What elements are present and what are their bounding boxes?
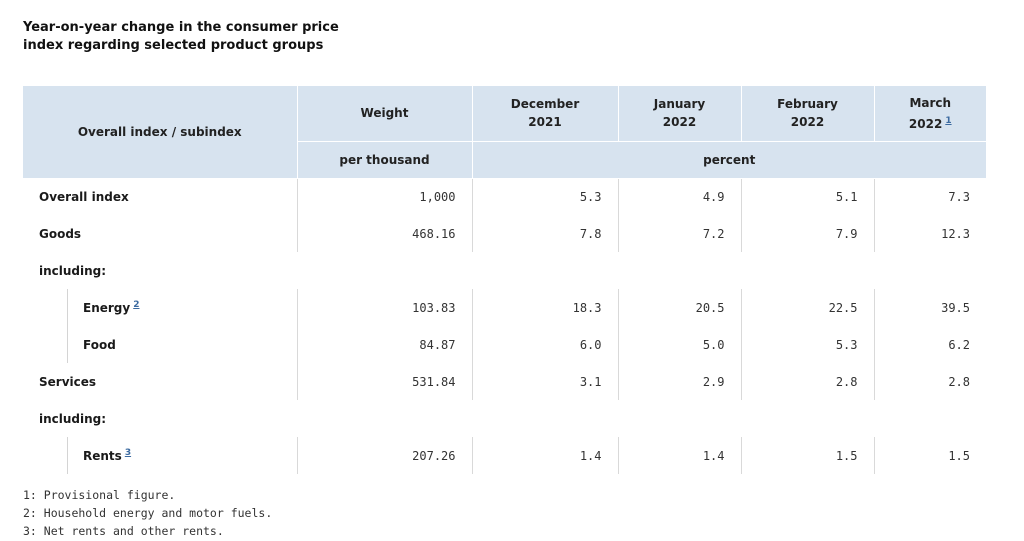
value-cell: 20.5 — [617, 289, 741, 326]
unit-percent: percent — [472, 141, 986, 179]
footnote-link[interactable]: 1 — [945, 115, 952, 126]
empty-cell — [297, 252, 986, 289]
row-label: including: — [39, 263, 107, 278]
table-title: Year-on-year change in the consumer pric… — [23, 20, 339, 53]
row-label-text: Energy — [83, 301, 131, 315]
row-label: Food — [23, 326, 297, 363]
col-header-december: December 2021 — [472, 86, 619, 142]
table-row: including: — [23, 252, 986, 289]
row-label: Services — [39, 374, 97, 389]
footnote-3: 3: Net rents and other rents. — [23, 524, 224, 538]
value-cell: 5.0 — [617, 326, 741, 363]
value-cell: 2.8 — [740, 363, 874, 400]
row-label: Rents 3 — [23, 437, 297, 474]
footnote-link[interactable]: 2 — [133, 300, 140, 310]
weight-cell: 84.87 — [296, 326, 472, 363]
value-cell: 7.3 — [873, 178, 986, 215]
value-cell: 2.9 — [617, 363, 741, 400]
month-name: February — [777, 97, 838, 112]
month-year: 2021 — [528, 115, 562, 130]
weight-cell: 531.84 — [296, 363, 472, 400]
weight-cell: 468.16 — [296, 215, 472, 252]
value-cell: 4.9 — [617, 178, 741, 215]
row-label: including: — [39, 411, 107, 426]
weight-cell: 207.26 — [296, 437, 472, 474]
month-year: 2022 — [662, 115, 697, 130]
value-cell: 6.2 — [873, 326, 986, 363]
header-row: Overall index / subindex Weight December… — [23, 86, 986, 179]
table-row: including: — [23, 400, 986, 437]
weight-cell: 1,000 — [296, 178, 472, 215]
value-cell: 5.1 — [740, 178, 874, 215]
col-header-subindex: Overall index / subindex — [23, 86, 298, 179]
col-header-february: February 2022 — [741, 86, 875, 142]
value-cell: 12.3 — [873, 215, 986, 252]
value-cell: 1.4 — [617, 437, 741, 474]
table-row: Services 531.84 3.1 2.9 2.8 2.8 — [23, 363, 986, 400]
table-row: Energy 2 103.83 18.3 20.5 22.5 39.5 — [23, 289, 986, 326]
value-cell: 2.8 — [873, 363, 986, 400]
weight-cell: 103.83 — [296, 289, 472, 326]
row-label: Overall index — [39, 189, 129, 204]
row-label: Goods — [39, 226, 82, 241]
value-cell: 7.2 — [617, 215, 741, 252]
row-label: Energy 2 — [23, 289, 297, 326]
value-cell: 39.5 — [873, 289, 986, 326]
cpi-table: Overall index / subindex Weight December… — [23, 86, 986, 474]
footnote-2: 2: Household energy and motor fuels. — [23, 506, 273, 520]
table-row: Rents 3 207.26 1.4 1.4 1.5 1.5 — [23, 437, 986, 474]
month-name: March — [909, 95, 952, 110]
month-name: January — [653, 97, 706, 112]
value-cell: 18.3 — [471, 289, 618, 326]
value-cell: 3.1 — [471, 363, 618, 400]
table-row: Goods 468.16 7.8 7.2 7.9 12.3 — [23, 215, 986, 252]
empty-cell — [297, 400, 986, 437]
unit-weight: per thousand — [297, 141, 473, 179]
month-year: 2022 — [790, 115, 825, 130]
col-header-march: March 2022 1 — [874, 86, 986, 142]
value-cell: 5.3 — [471, 178, 618, 215]
table-row: Food 84.87 6.0 5.0 5.3 6.2 — [23, 326, 986, 363]
value-cell: 7.9 — [740, 215, 874, 252]
value-cell: 1.5 — [873, 437, 986, 474]
value-cell: 22.5 — [740, 289, 874, 326]
col-header-weight: Weight — [297, 86, 473, 142]
row-label-text: Food — [83, 337, 116, 352]
footnotes: 1: Provisional figure. 2: Household ener… — [23, 486, 272, 540]
value-cell: 5.3 — [740, 326, 874, 363]
col-header-january: January 2022 — [618, 86, 742, 142]
value-cell: 1.5 — [740, 437, 874, 474]
value-cell: 1.4 — [471, 437, 618, 474]
footnote-1: 1: Provisional figure. — [23, 488, 176, 502]
footnote-link[interactable]: 3 — [124, 448, 132, 458]
unit-row: per thousand percent — [23, 141, 986, 179]
month-year: 2022 — [908, 116, 943, 131]
value-cell: 6.0 — [471, 326, 618, 363]
row-label-text: Rents — [83, 449, 122, 463]
month-name: December — [510, 97, 580, 112]
value-cell: 7.8 — [471, 215, 618, 252]
table-row: Overall index 1,000 5.3 4.9 5.1 7.3 — [23, 178, 986, 215]
